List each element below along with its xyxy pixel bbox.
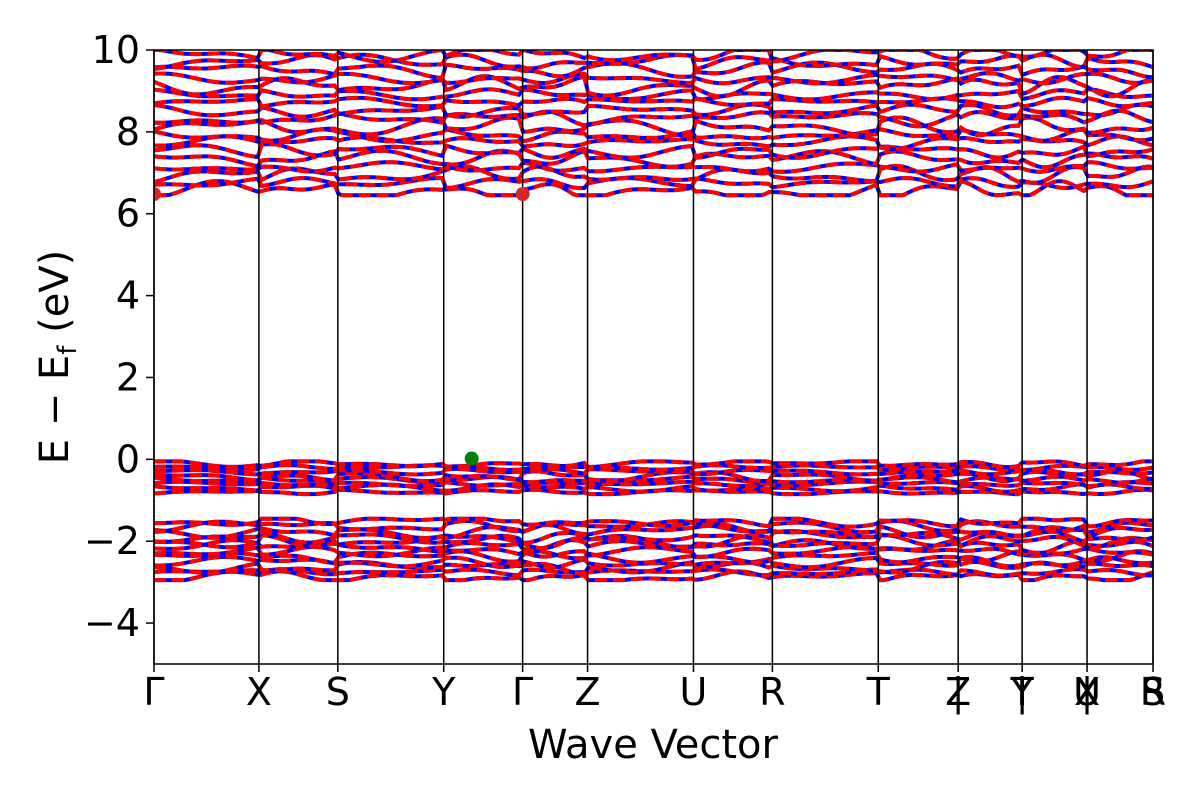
x-tick-label: U — [680, 670, 708, 714]
band-spin-down — [154, 559, 1153, 576]
band-spin-down — [154, 175, 1153, 191]
x-tick-label: R — [1140, 670, 1166, 714]
band-spin-down — [154, 468, 1153, 484]
band-spin-down — [154, 522, 1153, 540]
x-tick-label: Y — [431, 670, 456, 714]
band-edge-marker — [464, 451, 479, 466]
band-spin-down — [154, 459, 1153, 470]
x-axis-label: Wave Vector — [528, 722, 779, 768]
band-edge-marker — [515, 187, 530, 202]
band-spin-down — [154, 108, 1153, 129]
x-tick-label: Y — [1010, 670, 1035, 714]
x-tick-label: | — [952, 670, 965, 715]
band-spin-down — [154, 516, 1153, 529]
band-spin-down — [154, 142, 1153, 160]
band-spin-down — [154, 533, 1153, 551]
x-tick-label: T — [866, 670, 891, 714]
y-tick-label: 8 — [116, 110, 140, 154]
x-tick-label: | — [1081, 670, 1094, 715]
x-axis: Γ X S Y Γ Z U R T Z| YT| UX| SR — [143, 664, 1166, 715]
band-spin-down — [154, 463, 1153, 473]
x-tick-label: | — [1016, 670, 1029, 715]
y-axis-label: E − Ef (eV) — [32, 250, 83, 465]
band-spin-down — [154, 102, 1153, 119]
x-tick-label: U — [1073, 670, 1101, 714]
y-tick-label: 2 — [116, 355, 140, 399]
x-tick-label: Z — [945, 670, 971, 714]
band-spin-down — [154, 71, 1153, 86]
y-tick-label: 0 — [116, 437, 140, 481]
band-spin-down — [154, 567, 1153, 578]
y-tick-label: −4 — [84, 601, 140, 645]
band-spin-down — [154, 50, 1153, 64]
y-axis-label-main: E − E — [32, 355, 78, 465]
x-tick-label: X — [246, 670, 272, 714]
x-tick-label: Γ — [512, 670, 533, 714]
band-spin-down — [154, 60, 1153, 81]
x-tick-label: X — [1074, 670, 1100, 714]
band-spin-down — [154, 160, 1153, 174]
band-spin-down — [154, 549, 1153, 565]
y-tick-label: −2 — [84, 519, 140, 563]
band-spin-down — [154, 487, 1153, 497]
x-tick-label: Γ — [143, 670, 164, 714]
y-axis-label-unit: (eV) — [32, 250, 78, 346]
y-tick-label: 10 — [92, 28, 140, 72]
x-tick-label: Z — [575, 670, 601, 714]
band-spin-down — [154, 95, 1153, 110]
band-spin-down — [154, 179, 1153, 198]
x-tick-label: T — [1010, 670, 1035, 714]
y-tick-label: 4 — [116, 274, 140, 318]
x-tick-label: S — [326, 670, 350, 714]
x-tick-label: S — [1141, 670, 1165, 714]
x-tick-label: R — [759, 670, 785, 714]
markers-layer — [154, 187, 530, 466]
bands-layer — [154, 50, 1153, 583]
y-tick-label: 6 — [116, 192, 140, 236]
band-edge-marker — [154, 187, 161, 202]
y-axis-label-subscript: f — [53, 345, 83, 355]
plot-frame — [153, 49, 1154, 665]
y-axis: −4 −2 0 2 4 6 8 10 — [84, 28, 154, 645]
band-spin-down — [154, 115, 1153, 138]
band-spin-down — [154, 479, 1153, 489]
band-spin-down — [154, 74, 1153, 99]
band-spin-down — [154, 87, 1153, 102]
band-spin-down — [154, 134, 1153, 152]
